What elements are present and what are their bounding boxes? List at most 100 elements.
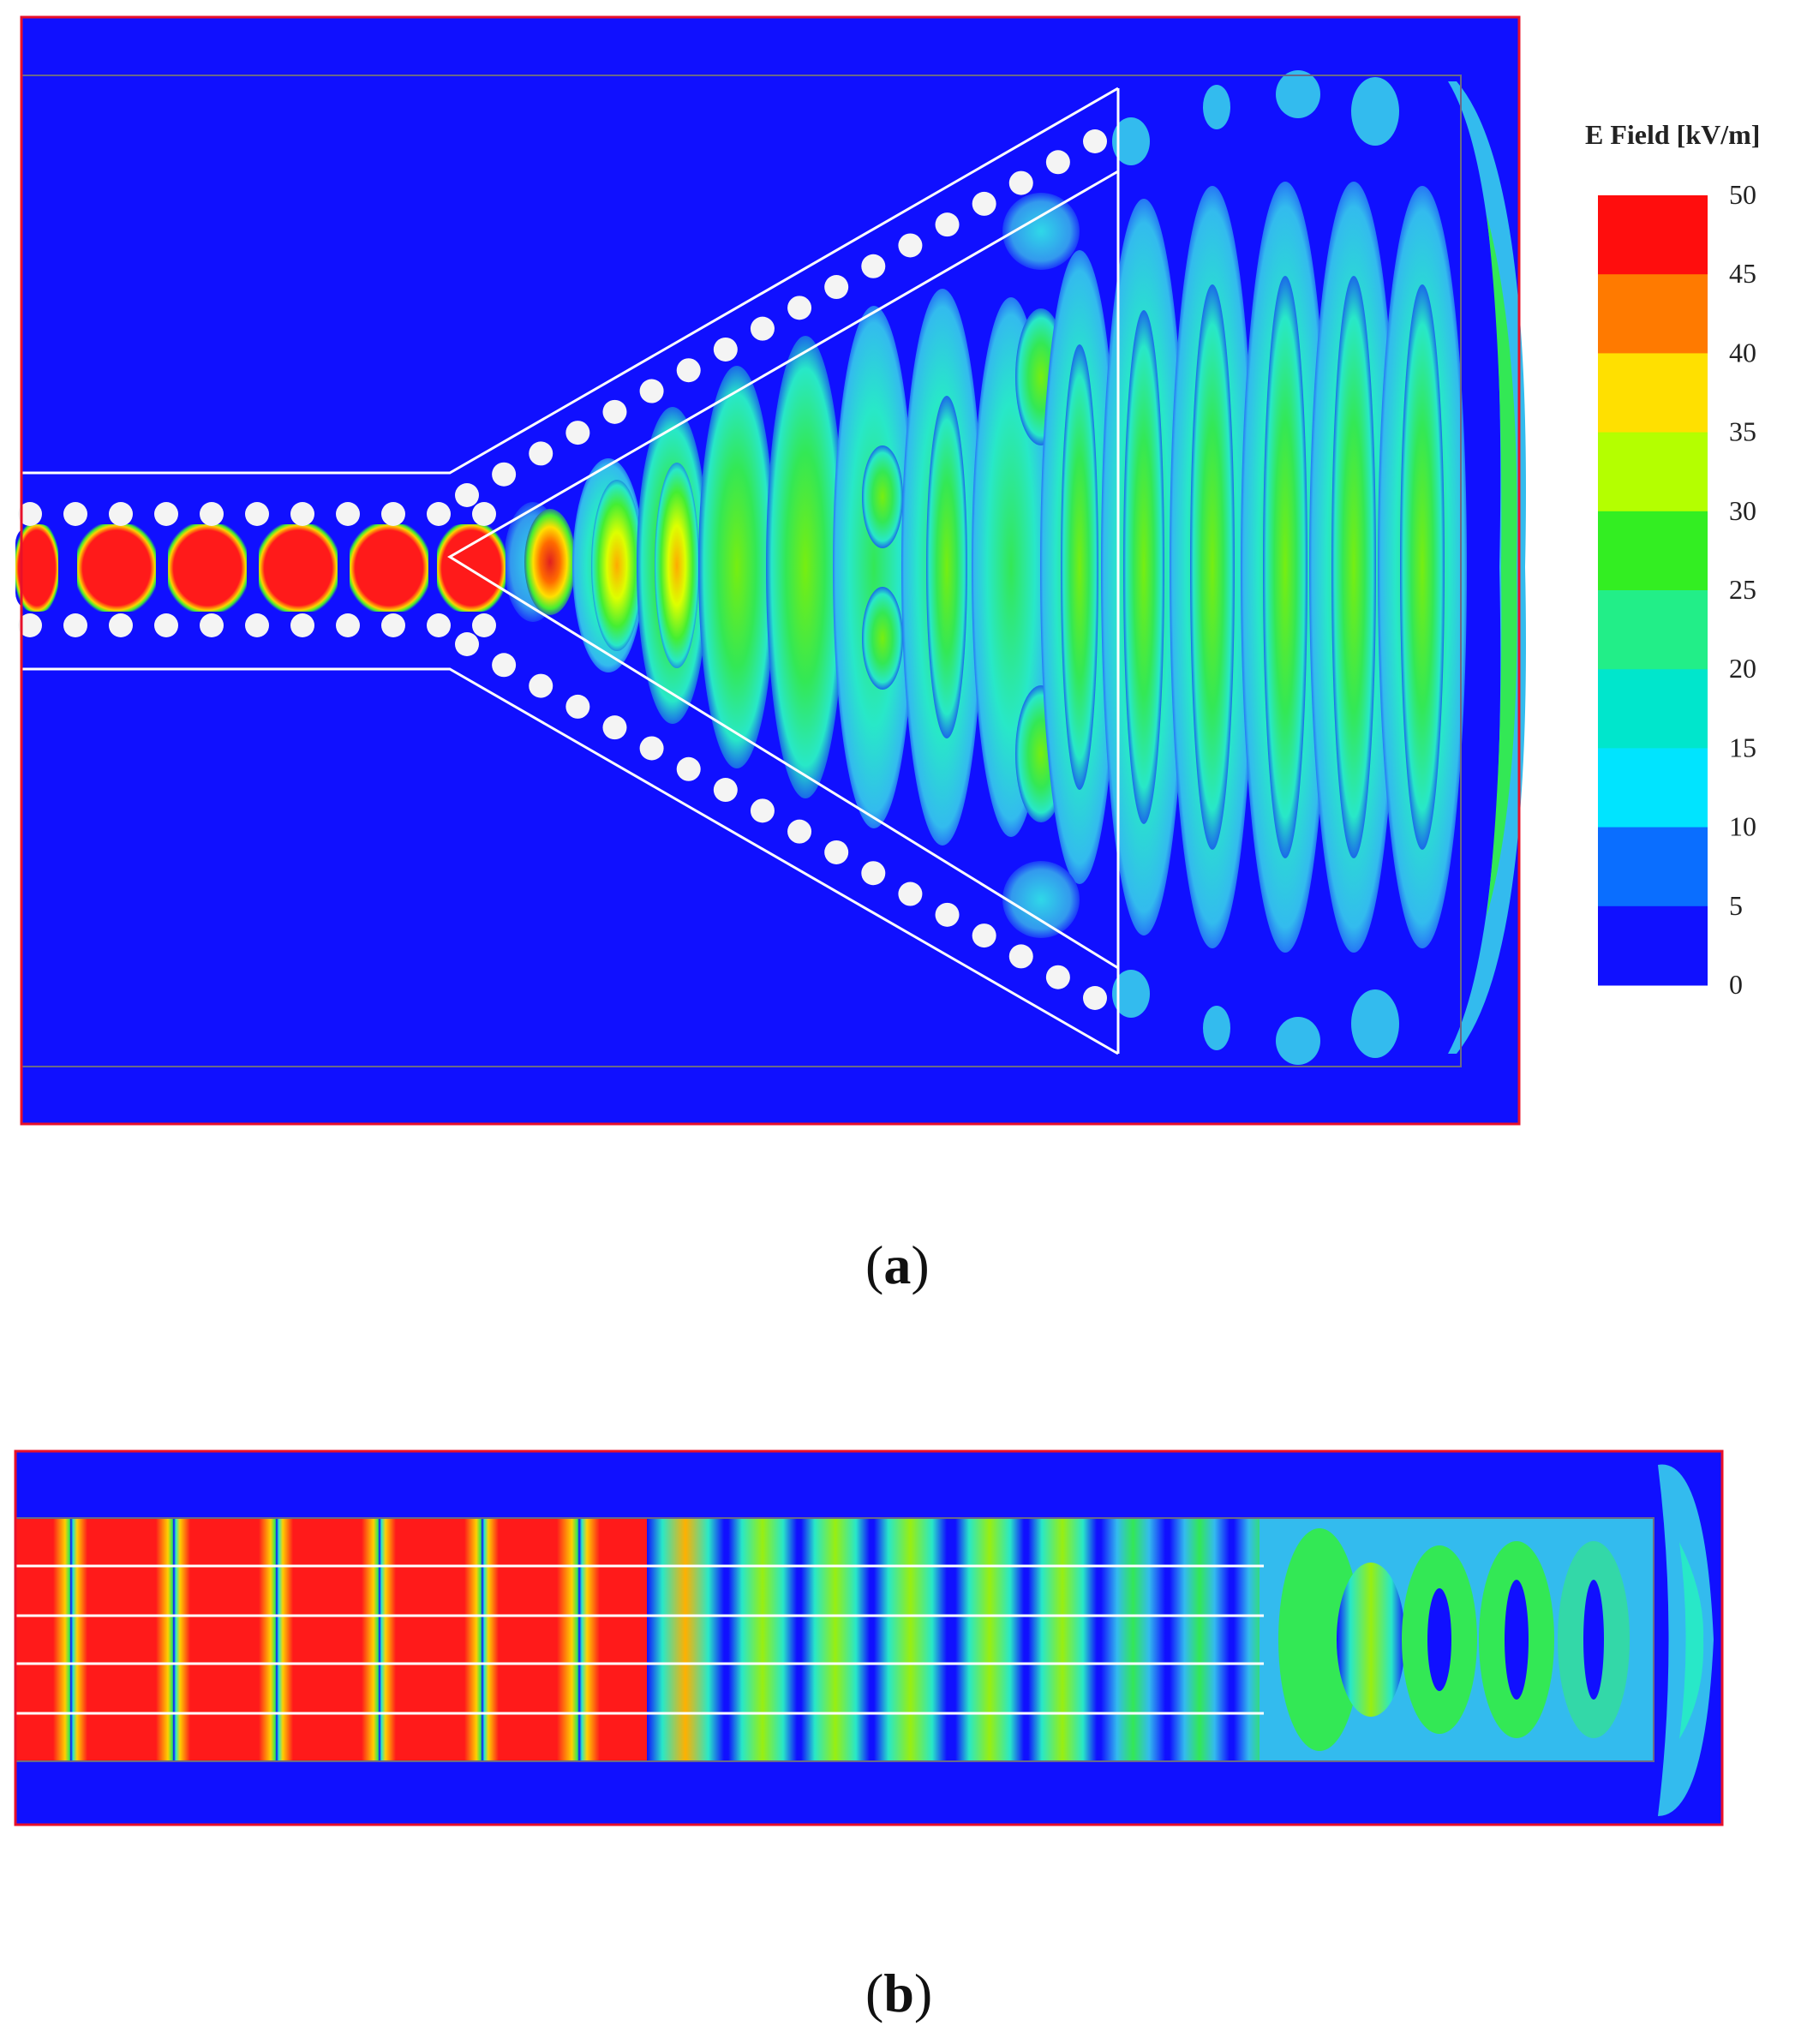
dielectric-rod (861, 254, 886, 278)
dielectric-rod (336, 613, 360, 637)
dielectric-rod (245, 502, 269, 526)
caption-a: (a) (865, 1234, 930, 1297)
output-region-pattern (1260, 1464, 1714, 1816)
dielectric-rod (290, 502, 314, 526)
dielectric-rod (290, 613, 314, 637)
legend-color-bar (1598, 195, 1708, 986)
legend-title: E Field [kV/m] (1585, 119, 1760, 150)
dielectric-rod (109, 502, 133, 526)
dielectric-rod (427, 613, 451, 637)
legend-swatch (1598, 353, 1708, 433)
dielectric-rod (18, 502, 42, 526)
legend-swatch (1598, 669, 1708, 749)
dielectric-rod (1045, 965, 1070, 989)
dielectric-rod (154, 502, 178, 526)
legend-tick-label: 30 (1729, 495, 1756, 526)
dielectric-rod (455, 632, 479, 656)
waveguide-field-modes (15, 521, 506, 615)
dielectric-rod (381, 613, 405, 637)
dielectric-rod (639, 736, 664, 761)
caption-b-open: ( (865, 1963, 884, 2023)
waveguide-lines (15, 1564, 1264, 1715)
transition-bands (647, 1518, 1294, 1761)
dielectric-rod (492, 462, 517, 487)
dielectric-rod (1045, 150, 1070, 175)
dielectric-rod (472, 613, 496, 637)
dielectric-rod (713, 337, 738, 362)
dielectric-rod (639, 379, 664, 403)
caption-b-letter: b (883, 1963, 914, 2023)
legend-swatch (1598, 827, 1708, 907)
legend-swatch (1598, 511, 1708, 591)
dielectric-rod (602, 715, 627, 740)
dielectric-rod (935, 902, 960, 927)
dielectric-rod (1008, 170, 1033, 195)
dielectric-rod (529, 673, 553, 698)
standing-wave-nodes (53, 1518, 600, 1761)
dielectric-rods (18, 129, 1107, 1010)
dielectric-rod (676, 358, 701, 383)
dielectric-rod (154, 613, 178, 637)
horn-outline (21, 87, 1120, 1055)
dielectric-rod (565, 421, 590, 445)
legend-tick-label: 5 (1729, 890, 1743, 921)
legend-swatch (1598, 195, 1708, 275)
dielectric-rod (861, 861, 886, 886)
panel-b-field-plot (14, 1449, 1724, 1826)
caption-a-letter: a (883, 1234, 912, 1295)
dielectric-rod (63, 613, 87, 637)
dielectric-rod (787, 296, 812, 320)
dielectric-rod (1083, 986, 1107, 1010)
free-space-field-waves (1101, 70, 1526, 1065)
dielectric-rod (472, 502, 496, 526)
dielectric-rod (245, 613, 269, 637)
dielectric-rod (1083, 129, 1107, 153)
dielectric-rod (750, 798, 775, 823)
legend-tick-label: 50 (1729, 179, 1756, 210)
plot-a-frame (20, 15, 1521, 1126)
dielectric-rod (427, 502, 451, 526)
dielectric-rod (972, 923, 996, 948)
legend-tick-label: 45 (1729, 258, 1756, 289)
dielectric-rod (565, 694, 590, 719)
dielectric-rod (602, 399, 627, 424)
legend-tick-label: 20 (1729, 653, 1756, 684)
dielectric-rod (824, 275, 849, 300)
caption-b: (b) (865, 1962, 932, 2025)
dielectric-rod (750, 316, 775, 341)
legend-tick-label: 25 (1729, 574, 1756, 605)
dielectric-rod (381, 502, 405, 526)
dielectric-rod (972, 191, 996, 216)
legend-swatch (1598, 748, 1708, 828)
dielectric-rod (1008, 944, 1033, 969)
horn-field-waves (504, 193, 1119, 938)
legend-swatch (1598, 432, 1708, 512)
waveguide-red-region (15, 1518, 649, 1761)
caption-b-close: ) (913, 1963, 933, 2023)
dielectric-rod (492, 653, 517, 678)
caption-a-open: ( (865, 1234, 884, 1295)
dielectric-rod (200, 613, 224, 637)
legend-tick-label: 10 (1729, 811, 1756, 842)
dielectric-rod (529, 441, 553, 466)
dielectric-rod (109, 613, 133, 637)
dielectric-rod (200, 502, 224, 526)
legend-swatch (1598, 590, 1708, 670)
dielectric-rod (336, 502, 360, 526)
dielectric-rod (676, 756, 701, 781)
dielectric-rod (935, 212, 960, 237)
legend-tick-label: 35 (1729, 416, 1756, 447)
dielectric-rod (713, 778, 738, 803)
legend-swatch (1598, 905, 1708, 986)
dielectric-rod (898, 233, 923, 258)
legend-tick-label: 15 (1729, 732, 1756, 762)
dielectric-rod (455, 483, 479, 507)
plot-b-frame (14, 1449, 1724, 1826)
dielectric-rod (898, 882, 923, 906)
dielectric-rod (824, 840, 849, 864)
legend-tick-label: 40 (1729, 337, 1756, 368)
dielectric-rod (787, 819, 812, 844)
